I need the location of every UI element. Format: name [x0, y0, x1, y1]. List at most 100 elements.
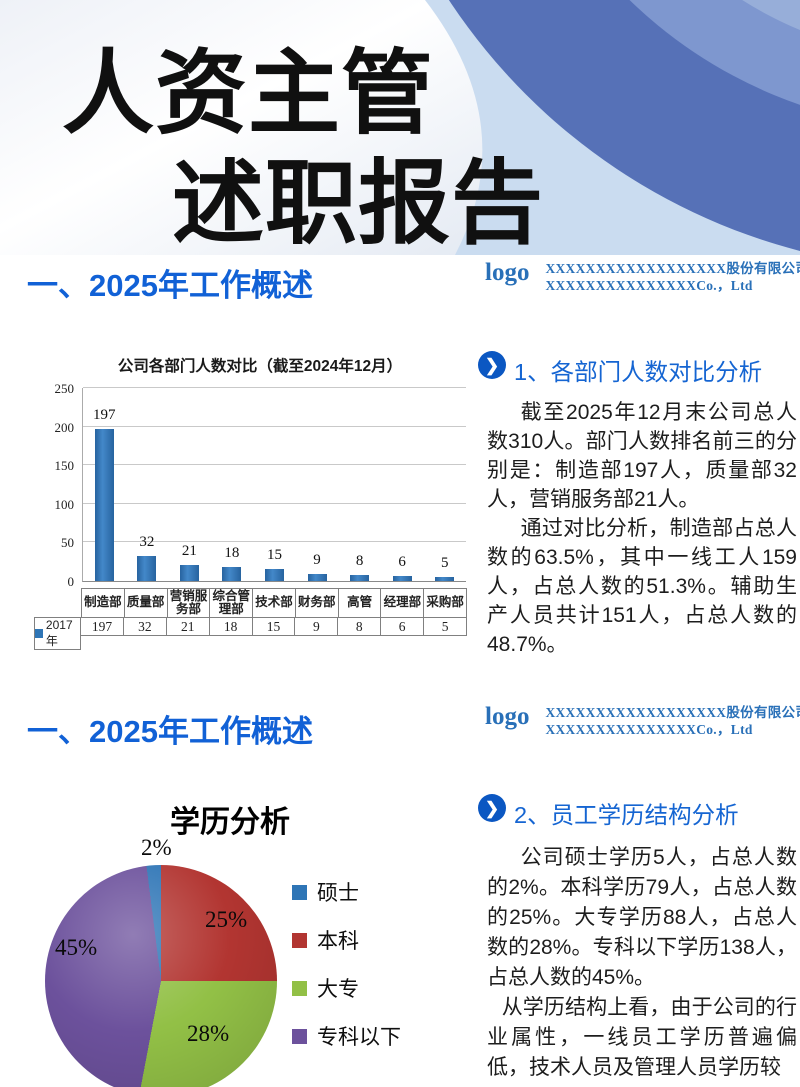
- analysis-text-1: 截至2025年12月末公司总人数310人。部门人数排名前三的分别是：制造部197…: [487, 398, 797, 659]
- bar-table-categories: 制造部 质量部 营销服务部 综合管理部 技术部 财务部 高管 经理部 采购部: [81, 588, 468, 618]
- bar-data-table: 制造部 质量部 营销服务部 综合管理部 技术部 财务部 高管 经理部 采购部 2017年 197…: [34, 588, 468, 650]
- legend-label: 本科: [317, 930, 359, 953]
- table-value-cell: 9: [294, 617, 339, 636]
- legend-swatch-icon: [292, 1028, 307, 1044]
- pie-percent-label: 2%: [141, 835, 172, 860]
- y-axis-tick: 250: [54, 381, 75, 396]
- legend-item: 本科: [292, 928, 401, 953]
- banner: 人资主管 述职报告: [0, 0, 800, 255]
- bar-legend-label: 2017年: [45, 618, 73, 648]
- section-title-2: 一、2025年工作概述: [27, 714, 313, 749]
- table-category-cell: 经理部: [380, 588, 425, 618]
- chevron-right-circle-icon: ❯: [478, 794, 506, 822]
- bar: [94, 428, 114, 581]
- bar: [307, 574, 327, 581]
- table-value-cell: 21: [165, 617, 210, 636]
- legend-swatch-icon: [292, 884, 307, 900]
- bar-value-label: 197: [93, 406, 116, 423]
- paragraph: 从学历结构上看，由于公司的行业属性，一线员工学历普遍偏低，技术人员及管理人员学历…: [487, 996, 797, 1079]
- bar-yaxis: 0 50 100 150 200 250: [35, 381, 78, 589]
- bar: [137, 556, 157, 581]
- bar-value-label: 21: [181, 542, 197, 559]
- company-name-en: XXXXXXXXXXXXXXXCo.，Ltd: [545, 278, 753, 293]
- analysis-text-2: 公司硕士学历5人，占总人数的2%。本科学历79人，占总人数的25%。大专学历88…: [487, 843, 797, 1083]
- table-value-cell: 32: [122, 617, 167, 636]
- legend-item: 硕士: [292, 880, 401, 905]
- bar: [435, 577, 455, 581]
- bar-value-label: 32: [139, 534, 155, 551]
- legend-label: 硕士: [317, 882, 359, 905]
- grid-line: [83, 502, 466, 504]
- legend-swatch-icon: [292, 980, 307, 996]
- bar-value-label: 5: [440, 555, 449, 572]
- bar-value-label: 15: [266, 547, 282, 564]
- bar: [222, 567, 242, 581]
- analysis-title-2: 2、员工学历结构分析: [514, 802, 739, 828]
- chevron-right-circle-icon: ❯: [478, 351, 506, 379]
- bar: [392, 576, 412, 581]
- company-name-en: XXXXXXXXXXXXXXXCo.，Ltd: [545, 722, 753, 737]
- pie-chart-title: 学历分析: [170, 806, 290, 839]
- bar-value-label: 8: [355, 552, 364, 569]
- banner-swoosh-graphic: [0, 0, 800, 255]
- analysis-title-1: 1、各部门人数对比分析: [514, 359, 763, 385]
- table-category-cell: 采购部: [423, 588, 468, 618]
- y-axis-tick: 100: [54, 496, 75, 512]
- bar-value-label: 6: [398, 554, 406, 571]
- bar-value-label: 18: [224, 545, 240, 562]
- grid-line: [83, 541, 466, 543]
- y-axis-tick: 200: [54, 419, 75, 435]
- table-value-cell: 5: [423, 617, 468, 636]
- company-name-cn: XXXXXXXXXXXXXXXXXX股份有限公司: [545, 261, 800, 276]
- section-title-1: 一、2025年工作概述: [27, 268, 313, 303]
- company-name-cn: XXXXXXXXXXXXXXXXXX股份有限公司: [545, 705, 800, 720]
- main-title-line1: 人资主管: [62, 43, 435, 145]
- legend-swatch-icon: [292, 932, 307, 948]
- legend-item: 专科以下: [292, 1024, 401, 1049]
- bar-value-label: 9: [313, 552, 321, 569]
- table-category-cell: 质量部: [123, 588, 168, 618]
- table-category-cell: 技术部: [252, 588, 296, 618]
- pie-percent-label: 45%: [55, 935, 98, 960]
- logo-text: logo: [485, 703, 530, 730]
- table-category-cell: 营销服务部: [166, 588, 211, 618]
- bar: [179, 564, 199, 581]
- table-value-cell: 18: [208, 617, 253, 636]
- grid-line: [83, 425, 466, 427]
- legend-item: 大专: [292, 976, 401, 1001]
- bar-table-values: 2017年 197 32 21 18 15 9 8 6 5: [34, 617, 468, 650]
- table-category-cell: 财务部: [294, 588, 339, 618]
- bar: [265, 569, 284, 581]
- table-category-cell: 高管: [337, 588, 382, 618]
- main-title-line2: 述职报告: [172, 153, 545, 255]
- y-axis-tick: 0: [67, 574, 75, 589]
- table-value-cell: 15: [251, 617, 296, 636]
- table-category-cell: 制造部: [81, 588, 125, 618]
- logo-text: logo: [485, 259, 530, 286]
- pie-percent-label: 25%: [205, 907, 248, 932]
- logo-block-2: logo XXXXXXXXXXXXXXXXXX股份有限公司 XXXXXXXXXX…: [485, 704, 800, 738]
- pie-graphic: [45, 865, 277, 1087]
- pie-legend: 硕士本科大专专科以下: [292, 880, 401, 1072]
- grid-line: [83, 464, 466, 466]
- bar: [350, 574, 370, 581]
- pie-percent-label: 28%: [187, 1021, 230, 1046]
- bar-plot: 197 32 21 18 15 9 8 6 5: [82, 387, 466, 582]
- paragraph: 截至2025年12月末公司总人数310人。部门人数排名前三的分别是：制造部197…: [487, 401, 797, 511]
- education-pie-chart: 2% 25% 28% 45%: [45, 835, 277, 1087]
- table-value-cell: 6: [380, 617, 425, 636]
- table-category-cell: 综合管理部: [209, 588, 254, 618]
- y-axis-tick: 150: [54, 458, 75, 474]
- logo-block-1: logo XXXXXXXXXXXXXXXXXX股份有限公司 XXXXXXXXXX…: [485, 260, 800, 294]
- bar-chart-title: 公司各部门人数对比（截至2024年12月）: [117, 358, 403, 375]
- legend-label: 大专: [317, 978, 359, 1001]
- paragraph: 公司硕士学历5人，占总人数的2%。本科学历79人，占总人数的25%。大专学历88…: [487, 846, 797, 989]
- table-value-cell: 197: [80, 617, 124, 636]
- grid-line: [83, 387, 466, 388]
- paragraph: 通过对比分析，制造部占总人数的63.5%，其中一线工人159人，占总人数的51.…: [487, 517, 797, 656]
- table-value-cell: 8: [337, 617, 382, 636]
- bar-legend-cell: 2017年: [34, 617, 81, 650]
- department-bar-chart: 公司各部门人数对比（截至2024年12月） 0 50 100 150 200 250 19…: [34, 352, 470, 650]
- y-axis-tick: 50: [61, 535, 74, 551]
